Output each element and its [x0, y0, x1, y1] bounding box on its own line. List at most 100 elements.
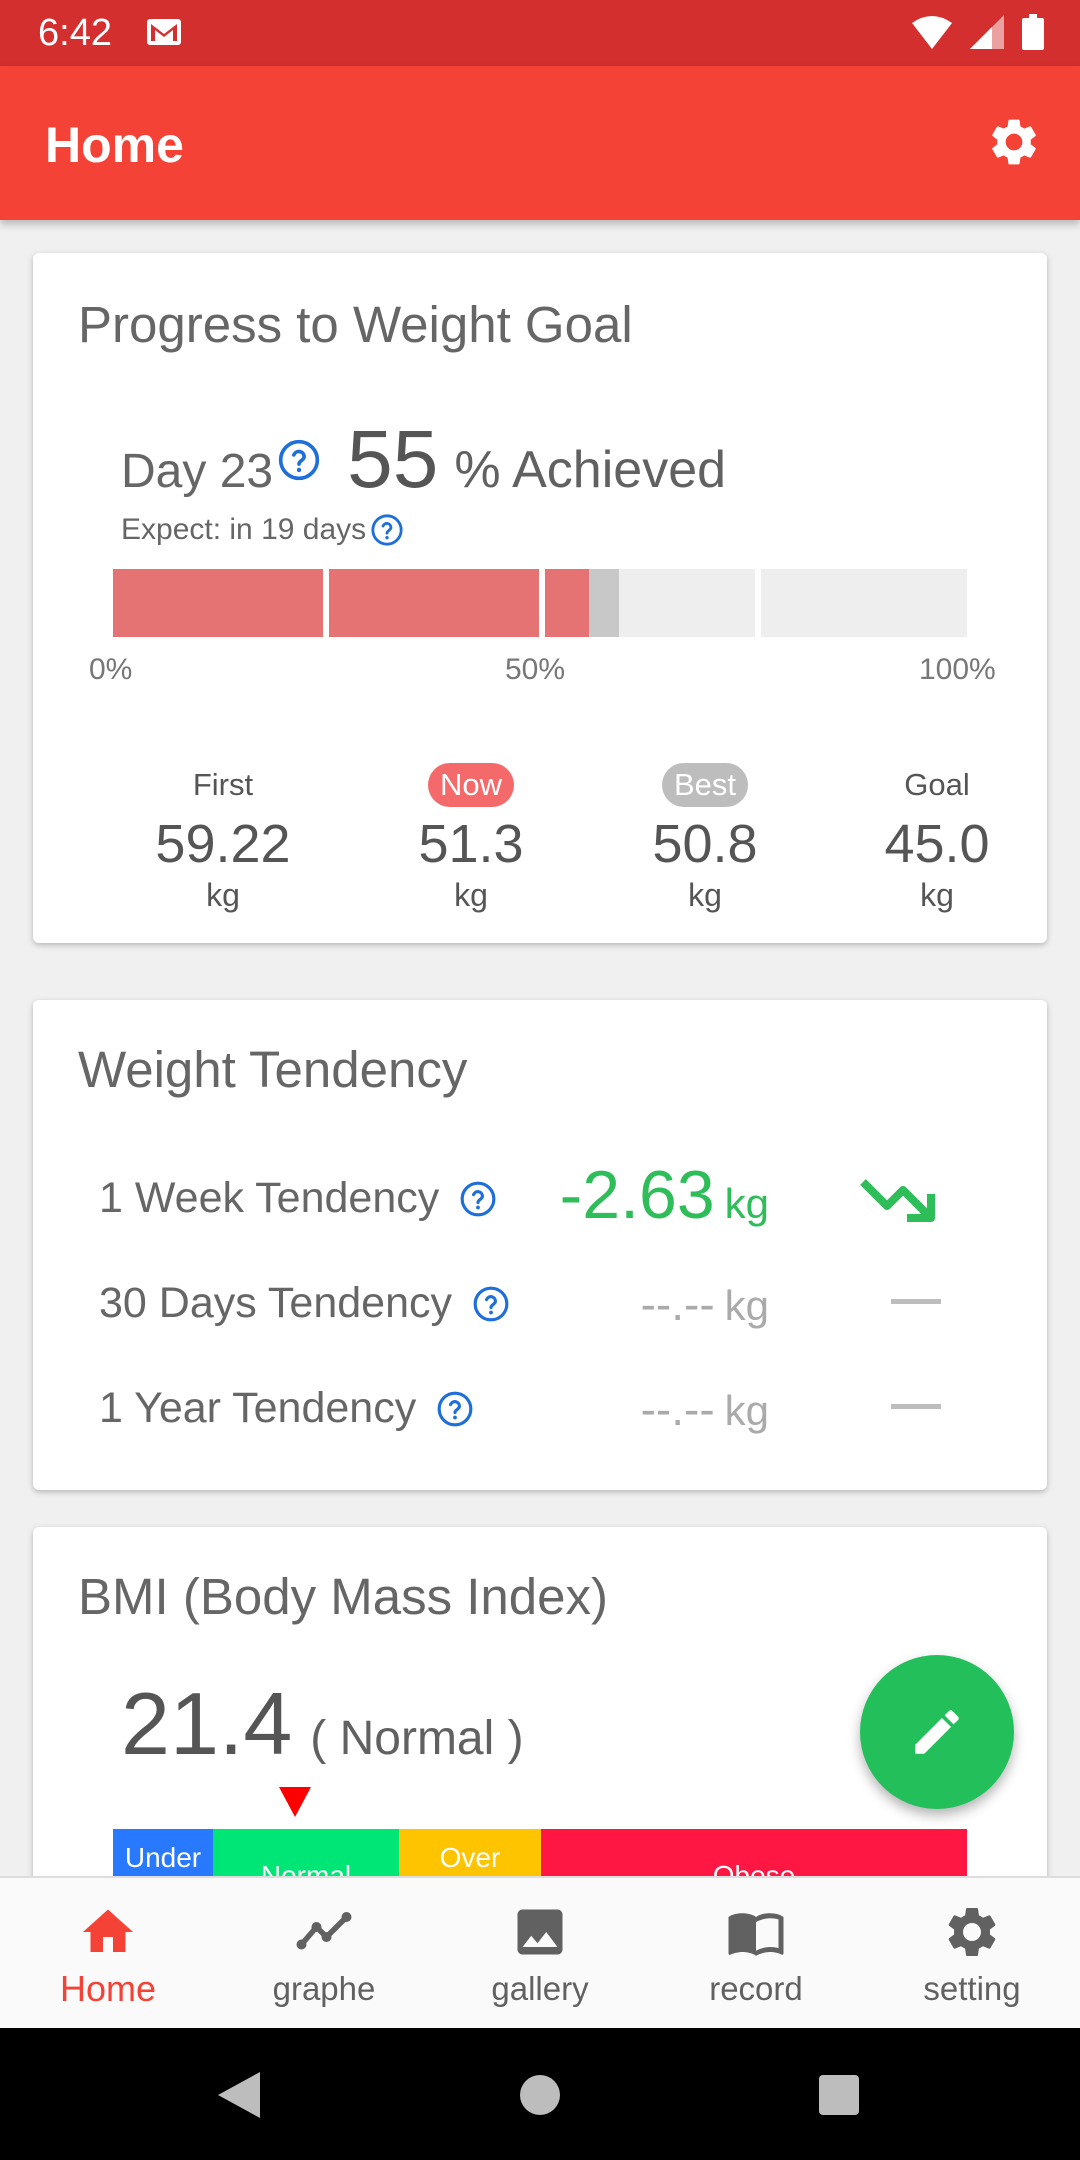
help-icon[interactable]: [459, 1180, 497, 1218]
help-icon[interactable]: [472, 1285, 510, 1323]
home-icon: [83, 1909, 133, 1952]
no-trend-dash: [891, 1404, 941, 1409]
expect-line: Expect: in 19 days: [121, 513, 404, 547]
progress-segment: [113, 569, 323, 637]
tendency-number: --.--: [640, 1383, 715, 1435]
tendency-number: -2.63: [559, 1157, 715, 1233]
no-trend-dash: [891, 1299, 941, 1304]
stat-unit: kg: [206, 877, 240, 913]
stat-value: 50.8: [652, 814, 758, 874]
stat-first: First 59.22 kg: [123, 763, 323, 914]
bmi-segment-overweight: Over Weight: [399, 1829, 541, 1876]
tendency-unit: kg: [724, 1282, 769, 1329]
nav-label: record: [709, 1970, 803, 2007]
day-progress-line: Day 23 55 % Achieved: [121, 413, 726, 507]
tendency-label: 30 Days Tendency: [99, 1279, 510, 1328]
day-count: Day 23: [121, 445, 274, 498]
tendency-value: --.-- kg: [641, 1277, 769, 1331]
back-icon[interactable]: [218, 2072, 262, 2118]
bar-label-100: 100%: [919, 653, 996, 686]
bmi-scale-bar: Under Weight Normal Over Weight Obese: [113, 1829, 967, 1876]
stat-value: 59.22: [155, 814, 291, 874]
progress-card-title: Progress to Weight Goal: [78, 296, 633, 353]
stat-unit: kg: [688, 877, 722, 913]
tendency-number: --.--: [640, 1278, 715, 1330]
edit-weight-fab[interactable]: [860, 1655, 1014, 1809]
battery-icon: [1022, 14, 1044, 50]
stat-label: Goal: [904, 767, 970, 802]
nav-label: setting: [923, 1970, 1021, 2007]
status-bar: 6:42: [0, 0, 1080, 66]
achieved-percent: 55: [347, 414, 439, 505]
bmi-segment-normal: Normal: [213, 1829, 399, 1876]
settings-gear-icon[interactable]: [986, 114, 1042, 170]
tendency-unit: kg: [724, 1180, 769, 1227]
tendency-card: Weight Tendency 1 Week Tendency -2.63 kg …: [33, 1000, 1047, 1490]
tendency-label: 1 Week Tendency: [99, 1174, 497, 1223]
stat-value: 45.0: [884, 814, 990, 874]
progress-empty: [619, 569, 755, 637]
progress-empty: [761, 569, 967, 637]
signal-icon: [970, 15, 1004, 49]
bmi-pointer-icon: [279, 1787, 311, 1817]
bmi-segment-underweight: Under Weight: [113, 1829, 213, 1876]
status-time: 6:42: [38, 12, 112, 54]
nav-setting[interactable]: setting: [864, 1878, 1080, 2030]
help-icon[interactable]: [370, 513, 404, 547]
tendency-value: --.-- kg: [641, 1382, 769, 1436]
progress-bar: [113, 569, 967, 637]
chart-line-icon: [296, 1912, 352, 1950]
now-badge: Now: [427, 763, 514, 807]
bmi-card-title: BMI (Body Mass Index): [78, 1568, 608, 1625]
tendency-row-year: 1 Year Tendency --.-- kg: [99, 1370, 999, 1450]
nav-label: gallery: [491, 1970, 589, 2007]
home-circle-icon[interactable]: [519, 2074, 561, 2116]
bmi-segment-obese: Obese: [541, 1829, 967, 1876]
stat-label: First: [192, 767, 254, 802]
bmi-value: 21.4: [121, 1674, 293, 1773]
tendency-label-text: 1 Year Tendency: [99, 1384, 417, 1432]
help-icon[interactable]: [277, 438, 321, 482]
nav-graphe[interactable]: graphe: [216, 1878, 432, 2030]
pencil-icon: [915, 1710, 959, 1754]
nav-gallery[interactable]: gallery: [432, 1878, 648, 2030]
bar-label-0: 0%: [89, 653, 133, 686]
stat-value: 51.3: [418, 814, 524, 874]
nav-label: Home: [59, 1968, 157, 2009]
gmail-icon: [147, 19, 181, 45]
progress-card: Progress to Weight Goal Day 23 55 % Achi…: [33, 253, 1047, 943]
stat-goal: Goal 45.0 kg: [837, 763, 1037, 914]
nav-label: graphe: [272, 1970, 376, 2007]
book-icon: [728, 1913, 784, 1956]
bottom-navigation: Home graphe gallery record setting: [0, 1876, 1080, 2028]
tendency-row-week: 1 Week Tendency -2.63 kg: [99, 1157, 999, 1240]
page-title: Home: [45, 117, 184, 173]
home-content[interactable]: Progress to Weight Goal Day 23 55 % Achi…: [0, 220, 1080, 1876]
bmi-value-line: 21.4 ( Normal ): [121, 1673, 524, 1775]
expect-text: Expect: in 19 days: [121, 513, 367, 546]
wifi-icon: [912, 16, 952, 49]
tendency-label-text: 1 Week Tendency: [99, 1174, 440, 1222]
stat-unit: kg: [920, 877, 954, 913]
trending-down-icon: [860, 1179, 935, 1222]
weight-stats: First 59.22 kg Now 51.3 kg Best 50.8 kg …: [103, 763, 990, 923]
gear-icon: [948, 1908, 996, 1956]
app-bar: Home: [0, 66, 1080, 220]
help-icon[interactable]: [436, 1390, 474, 1428]
nav-home[interactable]: Home: [0, 1878, 216, 2030]
achieved-label: % Achieved: [454, 441, 727, 499]
tendency-label: 1 Year Tendency: [99, 1384, 474, 1433]
tendency-label-text: 30 Days Tendency: [99, 1279, 452, 1327]
bmi-class: ( Normal ): [310, 1712, 524, 1765]
progress-segment: [329, 569, 539, 637]
recents-icon[interactable]: [818, 2074, 860, 2116]
tendency-row-30days: 30 Days Tendency --.-- kg: [99, 1265, 999, 1345]
tendency-unit: kg: [724, 1387, 769, 1434]
progress-segment: [545, 569, 589, 637]
tendency-card-title: Weight Tendency: [78, 1041, 468, 1098]
stat-unit: kg: [454, 877, 488, 913]
best-badge: Best: [661, 763, 749, 807]
nav-record[interactable]: record: [648, 1878, 864, 2030]
progress-shade: [589, 569, 619, 637]
image-icon: [517, 1909, 563, 1955]
